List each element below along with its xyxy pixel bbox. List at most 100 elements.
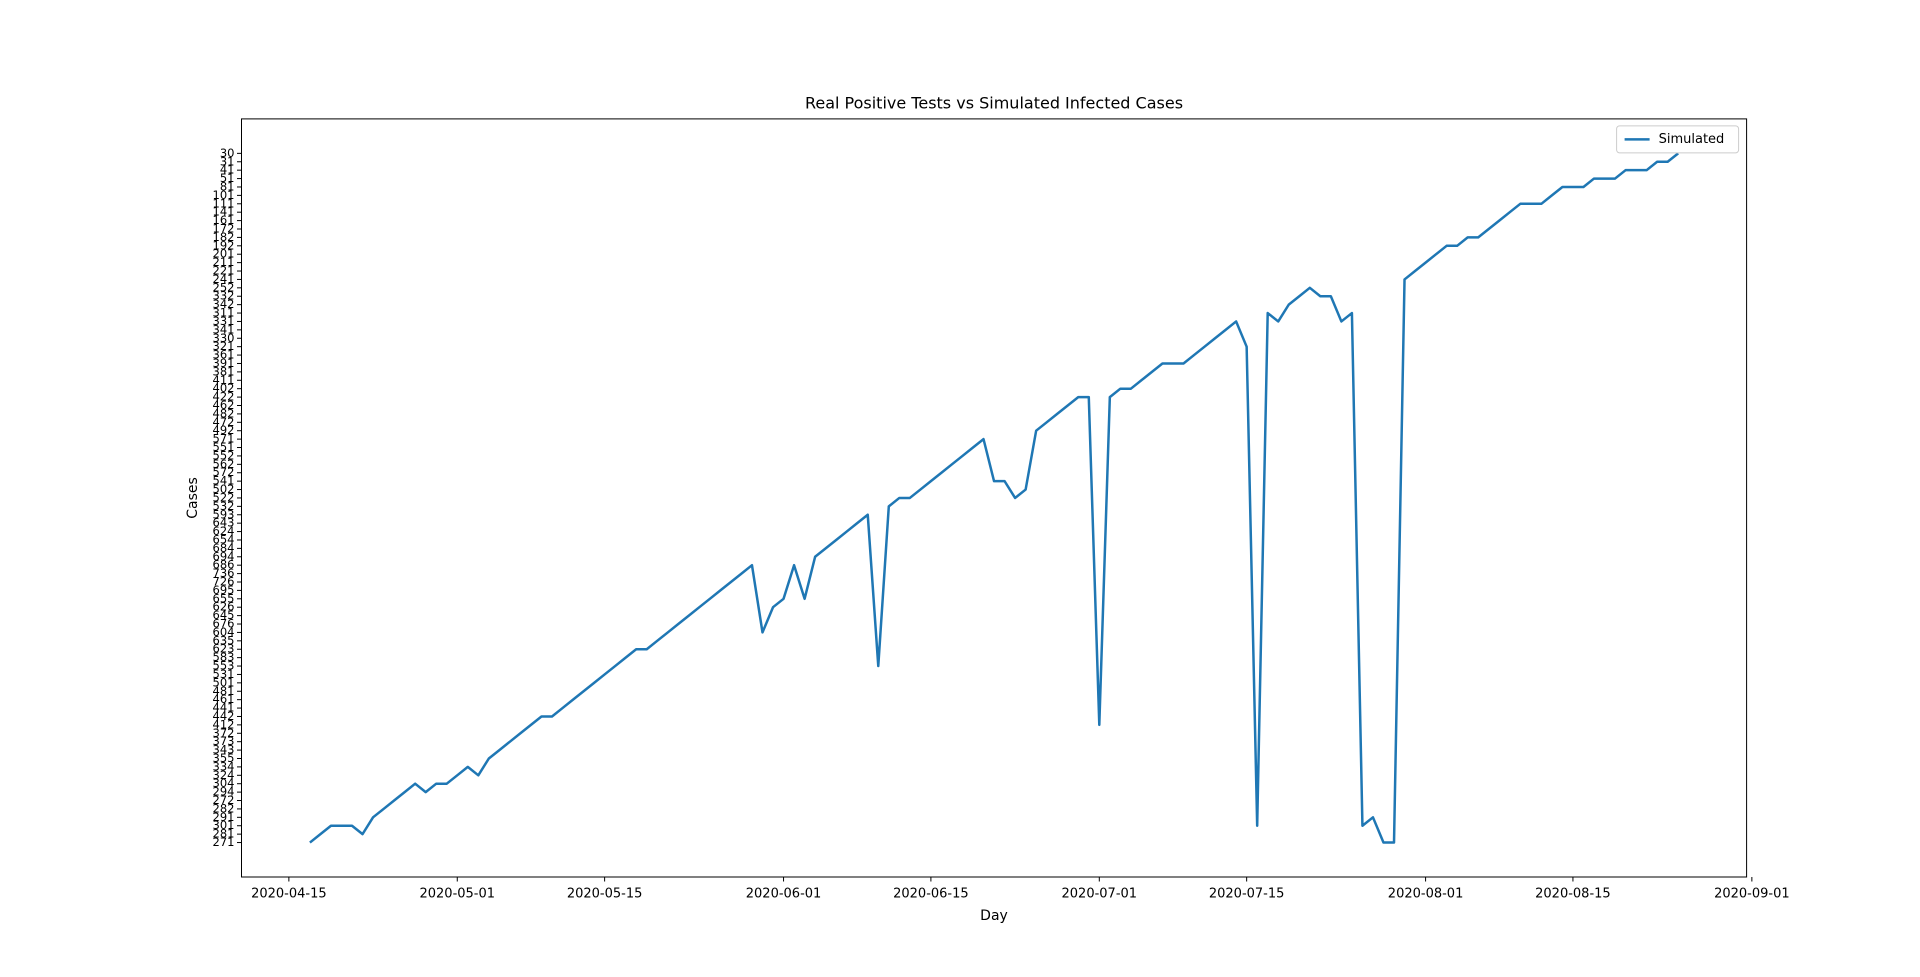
x-tick-label: 2020-05-15	[567, 887, 643, 902]
y-tick-label: 482	[213, 406, 235, 420]
y-tick-label: 324	[213, 768, 235, 782]
y-tick-label: 562	[213, 457, 235, 471]
x-tick-label: 2020-06-01	[746, 887, 822, 902]
y-tick-label: 541	[213, 474, 235, 488]
x-tick-label: 2020-09-01	[1714, 887, 1790, 902]
y-tick-label: 726	[213, 574, 235, 588]
y-tick-label: 694	[213, 549, 235, 563]
legend: Simulated	[1616, 125, 1740, 154]
y-axis-label: Cases	[185, 477, 201, 519]
y-tick-label: 532	[213, 499, 235, 513]
x-tick-label: 2020-07-15	[1209, 887, 1285, 902]
y-tick-label: 552	[213, 448, 235, 462]
x-tick-label: 2020-04-15	[251, 887, 327, 902]
y-tick-label: 676	[213, 617, 235, 631]
y-tick-label: 461	[213, 692, 235, 706]
y-tick-label: 301	[213, 818, 235, 832]
y-tick-label: 736	[213, 566, 235, 580]
x-tick-label: 2020-07-01	[1062, 887, 1138, 902]
y-tick-label: 553	[213, 659, 235, 673]
y-tick-label: 645	[213, 608, 235, 622]
y-tick-label: 291	[213, 810, 235, 824]
y-tick-label: 332	[213, 289, 235, 303]
y-tick-label: 522	[213, 490, 235, 504]
x-axis-label: Day	[980, 908, 1008, 924]
y-tick-label: 372	[213, 726, 235, 740]
y-tick-label: 342	[213, 297, 235, 311]
y-tick-label: 626	[213, 600, 235, 614]
x-tick-label: 2020-05-01	[419, 887, 495, 902]
y-tick-label: 531	[213, 667, 235, 681]
y-tick-label: 311	[213, 306, 235, 320]
y-tick-label: 492	[213, 423, 235, 437]
y-tick-label: 551	[213, 440, 235, 454]
y-tick-label: 422	[213, 390, 235, 404]
y-tick-label: 182	[213, 230, 235, 244]
y-tick-label: 31	[220, 154, 235, 168]
y-tick-label: 635	[213, 633, 235, 647]
y-tick-label: 281	[213, 827, 235, 841]
x-tick-label: 2020-08-01	[1388, 887, 1464, 902]
y-tick-label: 101	[213, 188, 235, 202]
y-tick-label: 441	[213, 701, 235, 715]
y-tick-label: 141	[213, 205, 235, 219]
x-tick-label: 2020-06-15	[893, 887, 969, 902]
y-tick-label: 343	[213, 743, 235, 757]
y-tick-label: 695	[213, 583, 235, 597]
y-tick-label: 411	[213, 373, 235, 387]
y-tick-label: 472	[213, 415, 235, 429]
y-tick-label: 304	[213, 776, 235, 790]
y-tick-label: 623	[213, 642, 235, 656]
y-tick-label: 624	[213, 524, 235, 538]
y-tick-label: 686	[213, 558, 235, 572]
y-tick-label: 111	[213, 196, 235, 210]
chart-title: Real Positive Tests vs Simulated Infecte…	[805, 94, 1183, 113]
y-tick-label: 30	[220, 146, 235, 160]
y-tick-label: 684	[213, 541, 235, 555]
y-tick-label: 373	[213, 734, 235, 748]
y-tick-label: 442	[213, 709, 235, 723]
y-tick-label: 481	[213, 684, 235, 698]
y-tick-label: 252	[213, 280, 235, 294]
y-tick-label: 201	[213, 247, 235, 261]
legend-box	[1616, 125, 1740, 154]
y-tick-label: 402	[213, 381, 235, 395]
y-tick-label: 412	[213, 717, 235, 731]
y-tick-label: 355	[213, 751, 235, 765]
y-tick-label: 294	[213, 785, 235, 799]
y-tick-label: 361	[213, 348, 235, 362]
y-tick-label: 321	[213, 339, 235, 353]
y-tick-label: 271	[213, 835, 235, 849]
y-tick-label: 81	[220, 179, 235, 193]
y-tick-label: 211	[213, 255, 235, 269]
y-tick-label: 391	[213, 356, 235, 370]
y-tick-label: 221	[213, 264, 235, 278]
legend-label: Simulated	[1659, 132, 1725, 147]
y-tick-label: 172	[213, 222, 235, 236]
y-tick-label: 462	[213, 398, 235, 412]
y-tick-label: 331	[213, 314, 235, 328]
y-tick-label: 41	[220, 163, 235, 177]
y-tick-label: 272	[213, 793, 235, 807]
x-tick-label: 2020-08-15	[1535, 887, 1611, 902]
y-tick-label: 583	[213, 650, 235, 664]
y-tick-label: 655	[213, 591, 235, 605]
y-tick-label: 502	[213, 482, 235, 496]
y-tick-label: 161	[213, 213, 235, 227]
data-line	[309, 152, 1679, 844]
y-tick-label: 241	[213, 272, 235, 286]
y-tick-label: 501	[213, 675, 235, 689]
y-tick-label: 192	[213, 238, 235, 252]
y-tick-label: 334	[213, 759, 235, 773]
y-tick-label: 643	[213, 516, 235, 530]
y-tick-label: 51	[220, 171, 235, 185]
y-tick-label: 593	[213, 507, 235, 521]
y-tick-label: 282	[213, 801, 235, 815]
y-tick-label: 330	[213, 331, 235, 345]
y-tick-label: 341	[213, 322, 235, 336]
y-tick-label: 604	[213, 625, 235, 639]
y-tick-label: 654	[213, 532, 235, 546]
plot-frame	[241, 118, 1748, 878]
y-tick-label: 571	[213, 432, 235, 446]
